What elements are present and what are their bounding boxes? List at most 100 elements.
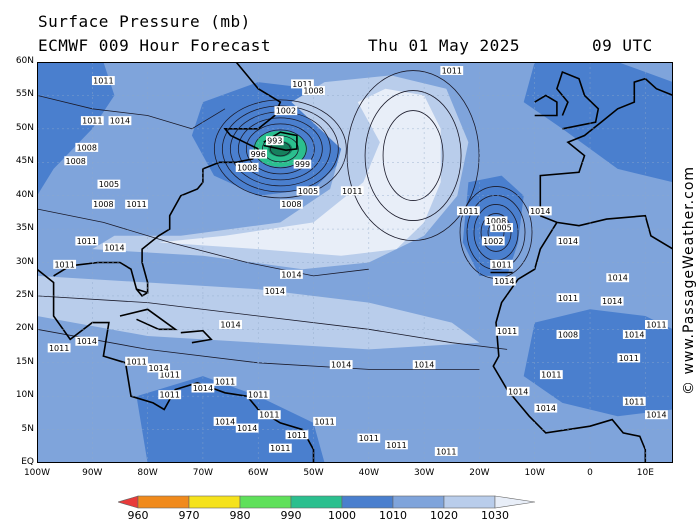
lat-label: 5N bbox=[21, 423, 34, 434]
pressure-label-text: 1014 bbox=[237, 424, 257, 433]
colorbar-segment bbox=[239, 495, 292, 509]
pressure-label: 1011 bbox=[617, 353, 641, 363]
pressure-label-text: 1011 bbox=[215, 377, 235, 386]
pressure-label: 1011 bbox=[434, 446, 458, 456]
low-band-europe bbox=[523, 62, 673, 183]
pressure-label-text: 1011 bbox=[497, 327, 517, 336]
forecast-time: 09 UTC bbox=[592, 36, 653, 55]
pressure-label-bg bbox=[191, 383, 215, 393]
pressure-label-bg bbox=[75, 336, 99, 346]
pressure-label-bg bbox=[340, 186, 364, 196]
pressure-label-bg bbox=[434, 446, 458, 456]
pressure-label-text: 1014 bbox=[558, 237, 578, 246]
pressure-label-text: 1014 bbox=[414, 361, 434, 370]
lat-label: 35N bbox=[15, 223, 34, 234]
colorbar-label: 1030 bbox=[481, 509, 509, 522]
pressure-label-bg bbox=[385, 440, 408, 450]
pressure-label-bg bbox=[53, 259, 77, 269]
pressure-label-bg bbox=[357, 433, 381, 443]
pressure-label-text: 1011 bbox=[458, 207, 478, 216]
pressure-label: 1011 bbox=[158, 370, 182, 380]
colorbar-lower-arrow bbox=[118, 495, 139, 509]
pressure-label-bg bbox=[246, 390, 270, 400]
isobar-azores-low bbox=[466, 195, 526, 270]
pressure-label-text: 1011 bbox=[558, 294, 578, 303]
pressure-label-text: 1014 bbox=[148, 364, 168, 373]
pressure-colorbar bbox=[118, 495, 536, 509]
pressure-label: 1014 bbox=[492, 276, 516, 286]
pressure-label-text: 1014 bbox=[508, 387, 528, 396]
pressure-label-bg bbox=[490, 259, 513, 269]
pressure-label-text: 1011 bbox=[160, 371, 180, 380]
pressure-label: 1014 bbox=[235, 423, 259, 433]
coast-cuba bbox=[119, 308, 178, 331]
pressure-label: 1014 bbox=[506, 386, 530, 396]
isobar-deep-low bbox=[213, 99, 347, 199]
pressure-label-text: 1014 bbox=[602, 297, 622, 306]
colorbar-segment bbox=[443, 495, 496, 509]
pressure-label: 999 bbox=[293, 159, 312, 169]
pressure-label-text: 1011 bbox=[160, 391, 180, 400]
pressure-label-text: 1014 bbox=[220, 320, 240, 329]
pressure-label-text: 1014 bbox=[215, 417, 235, 426]
pressure-label-text: 1011 bbox=[82, 117, 102, 126]
pressure-label-text: 1014 bbox=[608, 274, 628, 283]
lon-label: 90W bbox=[82, 468, 103, 478]
pressure-label-text: 1008 bbox=[77, 143, 97, 152]
pressure-label: 1008 bbox=[280, 199, 303, 209]
pressure-label-text: 1008 bbox=[281, 200, 301, 209]
pressure-label-text: 1008 bbox=[237, 163, 257, 172]
colorbar-upper-arrow bbox=[494, 495, 536, 509]
lat-label: 15N bbox=[15, 356, 34, 367]
pressure-label: 1014 bbox=[412, 360, 436, 370]
pressure-label: 1002 bbox=[274, 106, 298, 116]
pressure-label-text: 1011 bbox=[292, 80, 312, 89]
pressure-label-text: 1011 bbox=[77, 237, 97, 246]
coast-newfoundland bbox=[263, 131, 298, 152]
pressure-label-bg bbox=[492, 276, 516, 286]
pressure-label-bg bbox=[622, 396, 646, 406]
pressure-label-bg bbox=[556, 330, 580, 340]
pressure-label: 1011 bbox=[495, 326, 519, 336]
pressure-label: 1011 bbox=[47, 343, 71, 353]
pressure-label-text: 1011 bbox=[619, 354, 639, 363]
pressure-label-bg bbox=[213, 376, 237, 386]
pressure-label: 1011 bbox=[539, 370, 563, 380]
pressure-label: 1008 bbox=[235, 162, 259, 172]
pressure-label-text: 1005 bbox=[99, 180, 119, 189]
pressure-label-text: 1014 bbox=[331, 361, 351, 370]
pressure-label-bg bbox=[296, 186, 320, 196]
pressure-label-text: 1014 bbox=[265, 287, 285, 296]
pressure-label: 1011 bbox=[291, 79, 314, 89]
pressure-label-bg bbox=[64, 156, 88, 166]
pressure-label-text: 1008 bbox=[66, 157, 86, 166]
pressure-label-text: 1008 bbox=[486, 217, 506, 226]
pressure-label-text: 1011 bbox=[287, 431, 307, 440]
pressure-label-bg bbox=[147, 363, 171, 373]
lat-label: EQ bbox=[21, 457, 34, 467]
pressure-label: 1005 bbox=[97, 179, 121, 189]
pressure-label: 1011 bbox=[53, 259, 77, 269]
pressure-label-text: 1014 bbox=[193, 384, 213, 393]
pressure-label: 1008 bbox=[484, 216, 508, 226]
pressure-label-bg bbox=[80, 116, 104, 126]
pressure-label: 1014 bbox=[213, 416, 237, 426]
isobar-deep-low bbox=[245, 123, 315, 175]
pressure-label-bg bbox=[484, 216, 508, 226]
map-border bbox=[37, 62, 673, 463]
pressure-label: 1011 bbox=[257, 410, 281, 420]
pressure-label: 1014 bbox=[191, 383, 215, 393]
pressure-label-text: 1014 bbox=[494, 277, 514, 286]
pressure-label-bg bbox=[235, 162, 259, 172]
pressure-label-bg bbox=[285, 430, 309, 440]
pressure-label-text: 1011 bbox=[541, 371, 561, 380]
pressure-label: 1014 bbox=[329, 360, 353, 370]
pressure-label: 1014 bbox=[645, 410, 668, 420]
pressure-label-bg bbox=[622, 330, 646, 340]
pressure-label-bg bbox=[606, 273, 630, 283]
pressure-label-text: 1011 bbox=[342, 187, 362, 196]
isobar-high bbox=[382, 110, 444, 201]
forecast-model: ECMWF 009 Hour Forecast bbox=[38, 36, 272, 55]
colorbar-segment bbox=[392, 495, 445, 509]
pressure-label: 1011 bbox=[556, 293, 580, 303]
